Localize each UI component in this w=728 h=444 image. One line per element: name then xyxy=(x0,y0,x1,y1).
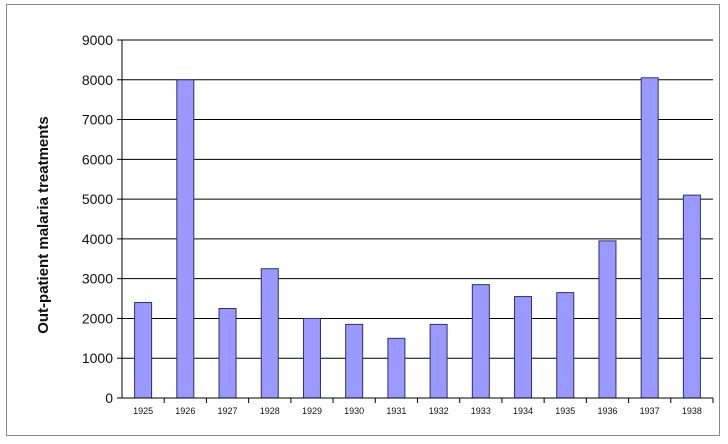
x-tick-labels: 1925 1926 1927 1928 1929 1930 1931 1932 1933 1934… xyxy=(133,406,702,416)
y-tick-label: 6000 xyxy=(82,151,113,167)
x-tick-label: 1934 xyxy=(513,406,533,416)
x-tick-label: 1927 xyxy=(218,406,238,416)
y-tick-label: 3000 xyxy=(82,271,113,287)
gridlines xyxy=(122,39,713,359)
x-tick-label: 1932 xyxy=(429,406,449,416)
y-tick-labels: 0 1000 2000 3000 4000 5000 6000 7000 8000 9000 xyxy=(82,32,113,406)
x-tick-label: 1928 xyxy=(260,406,280,416)
y-tick-label: 9000 xyxy=(82,32,113,48)
axes xyxy=(117,39,714,403)
y-tick-label: 8000 xyxy=(82,72,113,88)
bar-1935 xyxy=(556,292,575,399)
bar-1926 xyxy=(176,79,195,399)
x-tick-label: 1933 xyxy=(471,406,491,416)
bar-1933 xyxy=(471,284,490,399)
x-tick-label: 1929 xyxy=(302,406,322,416)
y-tick-label: 4000 xyxy=(82,231,113,247)
bar-1936 xyxy=(598,240,617,399)
bar-1925 xyxy=(134,302,153,399)
bar-1930 xyxy=(345,323,364,399)
y-tick-label: 0 xyxy=(105,390,113,406)
x-tick-label: 1930 xyxy=(344,406,364,416)
x-tick-label: 1935 xyxy=(555,406,575,416)
y-tick-label: 2000 xyxy=(82,310,113,326)
y-tick-label: 1000 xyxy=(82,350,113,366)
bar-1934 xyxy=(514,296,533,399)
bar-1931 xyxy=(387,337,406,399)
x-tick-label: 1938 xyxy=(682,406,702,416)
bar-1929 xyxy=(302,317,321,399)
y-axis-label: Out-patient malaria treatments xyxy=(35,116,52,334)
x-tick-label: 1925 xyxy=(133,406,153,416)
x-tick-label: 1937 xyxy=(640,406,660,416)
bar-1928 xyxy=(260,268,279,399)
bar-1937 xyxy=(640,77,659,399)
y-tick-label: 7000 xyxy=(82,112,113,128)
x-tick-label: 1926 xyxy=(175,406,195,416)
bar-1932 xyxy=(429,323,448,399)
bars xyxy=(134,77,701,399)
bar-1938 xyxy=(682,194,701,399)
x-tick-label: 1931 xyxy=(386,406,406,416)
x-tick-label: 1936 xyxy=(597,406,617,416)
y-tick-label: 5000 xyxy=(82,191,113,207)
bar-1927 xyxy=(218,308,237,399)
